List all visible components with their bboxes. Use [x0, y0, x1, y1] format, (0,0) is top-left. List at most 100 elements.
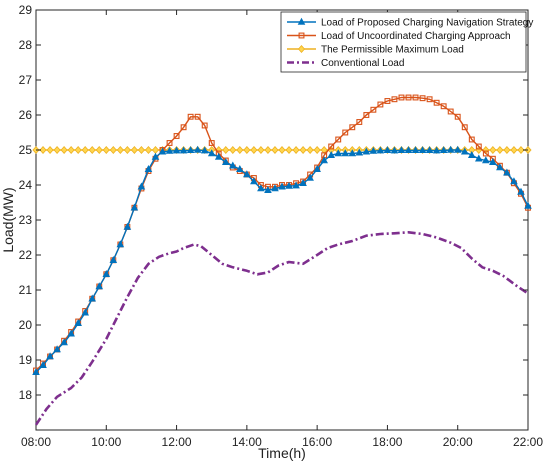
series-point-0 [369, 146, 378, 154]
series-point-0 [186, 146, 195, 154]
series-point-1 [356, 119, 363, 125]
series-point-0 [446, 145, 455, 153]
axis-layer: 08:00 10:00 12:00 14:00 16:00 18:00 20:00 22:00… [19, 3, 544, 449]
y-axis-title: Load(MW) [0, 187, 16, 252]
series-point-0 [474, 154, 483, 162]
y-tick-label: 22 [19, 248, 33, 262]
series-point-2 [123, 145, 131, 155]
series-point-0 [228, 161, 237, 169]
series-point-2 [264, 145, 272, 155]
series-point-0 [489, 158, 497, 165]
series-point-1 [412, 94, 419, 101]
series-point-2 [257, 145, 265, 155]
series-point-2 [95, 145, 103, 155]
x-tick-label: 22:00 [513, 435, 543, 449]
x-tick-label: 16:00 [302, 435, 332, 449]
series-point-1 [201, 122, 208, 129]
series-point-1 [384, 98, 391, 104]
series-point-1 [349, 124, 356, 131]
series-point-0 [257, 184, 265, 192]
series-point-0 [320, 156, 328, 164]
series-point-1 [419, 95, 426, 102]
legend-entry-0: Load of Proposed Charging Navigation Str… [287, 18, 533, 29]
y-tick-label: 25 [19, 143, 33, 157]
series-point-0 [60, 338, 68, 346]
series-point-2 [67, 145, 75, 155]
series-point-2 [496, 145, 504, 155]
series-point-0 [88, 294, 97, 302]
series-point-2 [116, 145, 124, 155]
y-tick-label: 21 [19, 283, 33, 297]
series-point-2 [39, 145, 47, 155]
series-point-2 [285, 145, 293, 155]
legend-entry-3: Conventional Load [287, 58, 404, 69]
series-point-1 [440, 103, 447, 110]
series-point-0 [383, 146, 392, 154]
series-point-0 [404, 146, 413, 154]
series-point-1 [166, 140, 173, 146]
x-tick-label: 14:00 [232, 435, 262, 449]
series-point-0 [482, 156, 490, 164]
series-point-0 [439, 146, 448, 154]
series-point-2 [510, 145, 518, 155]
series-point-1 [426, 96, 433, 103]
series-point-2 [517, 145, 525, 155]
series-point-2 [313, 145, 321, 155]
series-point-0 [355, 148, 364, 156]
series-point-2 [102, 145, 110, 155]
series-point-0 [109, 256, 118, 263]
series-point-2 [489, 145, 497, 155]
series-point-0 [278, 182, 286, 190]
y-tick-label: 28 [19, 38, 33, 52]
series-point-0 [116, 240, 125, 248]
series-point-0 [165, 146, 174, 154]
y-tick-label: 23 [19, 213, 33, 227]
series-point-0 [510, 177, 518, 185]
series-point-0 [74, 319, 82, 326]
series-point-2 [60, 145, 68, 155]
series-point-0 [67, 329, 75, 337]
series-point-2 [229, 145, 237, 155]
series-point-0 [271, 184, 279, 192]
series-point-1 [405, 94, 412, 101]
series-point-0 [144, 165, 153, 172]
series-point-0 [467, 151, 476, 158]
y-tick-label: 27 [19, 73, 33, 87]
series-point-2 [222, 145, 230, 155]
series-point-0 [243, 170, 251, 178]
series-point-1 [454, 113, 461, 120]
series-point-0 [200, 146, 209, 154]
series-point-0 [460, 147, 469, 155]
series-point-2 [271, 145, 279, 155]
series-point-0 [32, 368, 40, 375]
series-point-0 [334, 149, 343, 157]
x-axis-title: Time(h) [258, 445, 306, 461]
series-point-0 [285, 181, 293, 189]
series-point-0 [348, 149, 357, 157]
series-point-0 [123, 222, 132, 230]
legend-marker-0 [297, 17, 306, 25]
series-point-0 [397, 146, 406, 154]
series-point-0 [95, 282, 104, 290]
series-point-2 [292, 145, 300, 155]
series-point-0 [179, 146, 188, 154]
series-point-2 [306, 145, 314, 155]
series-point-1 [194, 113, 201, 120]
plot-frame [35, 9, 529, 431]
series-layer [32, 94, 532, 426]
series-point-1 [398, 94, 405, 101]
series-point-0 [193, 145, 202, 153]
series-point-0 [496, 163, 504, 171]
series-point-2 [130, 145, 138, 155]
series-point-0 [172, 146, 181, 154]
series-point-2 [278, 145, 286, 155]
series-point-0 [102, 270, 111, 277]
series-point-1 [377, 101, 384, 108]
x-tick-label: 18:00 [372, 435, 402, 449]
series-point-2 [88, 145, 96, 155]
series-point-0 [137, 182, 146, 190]
series-point-0 [376, 146, 385, 154]
series-3 [34, 231, 529, 426]
series-point-1 [482, 150, 489, 157]
